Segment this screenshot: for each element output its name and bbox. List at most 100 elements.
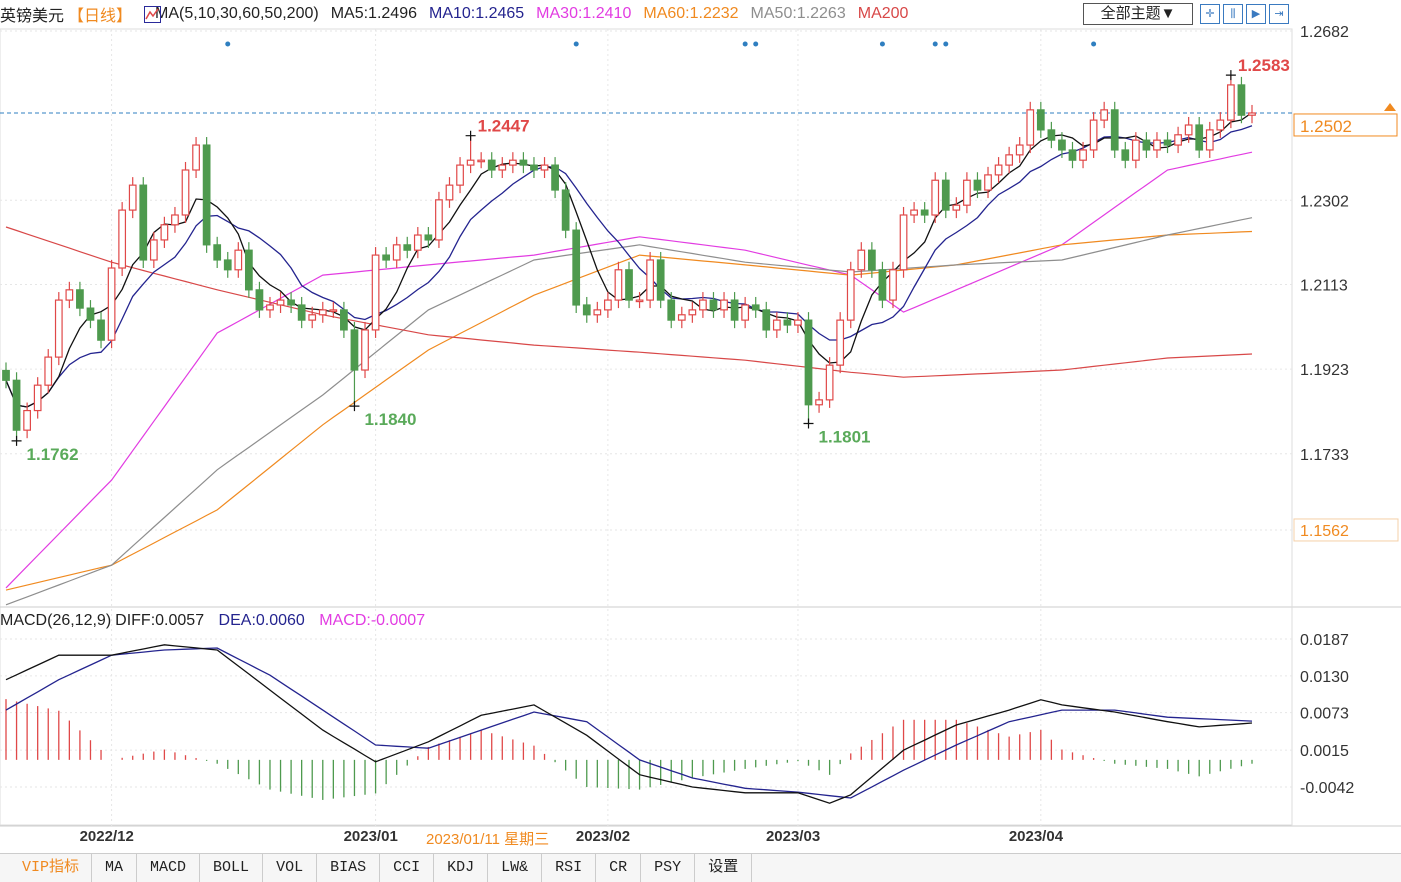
ma-indicator-icon[interactable] xyxy=(144,5,162,23)
candle-body xyxy=(804,319,813,406)
jump-end-icon[interactable]: ⇥ xyxy=(1269,4,1289,24)
candle xyxy=(255,281,264,318)
candle xyxy=(1005,146,1014,174)
tab-kdj[interactable]: KDJ xyxy=(434,854,489,882)
candle-body xyxy=(688,309,697,316)
candle xyxy=(1237,76,1246,124)
candle-body xyxy=(984,174,992,191)
tab-vip[interactable]: VIP指标 xyxy=(0,854,93,882)
candle-body xyxy=(266,304,274,311)
candle-body xyxy=(371,254,380,331)
instrument-name: 英镑美元 xyxy=(0,8,65,25)
period-label[interactable]: 【日线】 xyxy=(68,8,133,25)
candle xyxy=(171,206,179,233)
candle-body xyxy=(223,259,232,271)
candle-body xyxy=(973,179,982,191)
signal-dot xyxy=(943,41,949,47)
play-forward-icon[interactable]: ▶ xyxy=(1246,4,1266,24)
candle-body xyxy=(836,319,845,366)
candle-body xyxy=(435,199,443,241)
ma200-line xyxy=(5,226,1253,378)
diff-line xyxy=(5,644,1253,804)
candle xyxy=(530,157,538,179)
indicator-tabs: VIP指标 MA MACD BOLL VOL BIAS CCI KDJ LW& RSI CR PSY 设… xyxy=(0,853,1401,882)
candle-body xyxy=(867,249,876,271)
candle xyxy=(1089,112,1098,158)
candle xyxy=(973,172,982,199)
candle-body xyxy=(1184,124,1193,136)
candle-body xyxy=(1121,149,1130,161)
tab-psy[interactable]: PSY xyxy=(641,854,696,882)
extreme-marker xyxy=(349,401,360,412)
candle xyxy=(561,182,570,239)
candle-body xyxy=(899,214,908,271)
candle-body xyxy=(403,244,412,251)
candle xyxy=(994,157,1003,183)
candle-body xyxy=(572,229,581,306)
candle xyxy=(297,296,306,329)
candle-body xyxy=(720,299,728,311)
candle xyxy=(266,296,274,318)
candle-body xyxy=(1089,119,1098,151)
macd-tick-label: -0.0042 xyxy=(1300,780,1354,797)
candle-body xyxy=(97,319,105,341)
candle xyxy=(371,247,380,338)
candle-body xyxy=(2,369,10,381)
candle-body xyxy=(994,164,1003,176)
tab-rsi[interactable]: RSI xyxy=(542,854,597,882)
candle-body xyxy=(234,249,243,271)
candle-body xyxy=(1248,112,1256,116)
price-tick-label: 1.2302 xyxy=(1300,193,1349,210)
tab-cci[interactable]: CCI xyxy=(380,854,435,882)
candle-body xyxy=(783,319,792,326)
tab-boll[interactable]: BOLL xyxy=(200,854,264,882)
candle xyxy=(350,321,359,407)
candle-body xyxy=(413,234,422,251)
candle xyxy=(23,402,31,439)
candle xyxy=(1174,126,1182,154)
candle-body xyxy=(23,409,31,431)
candle-body xyxy=(1153,139,1161,151)
candle-body xyxy=(635,299,644,303)
candle-body xyxy=(593,309,602,316)
candle-body xyxy=(815,399,823,406)
candle xyxy=(857,242,866,278)
macd-tick-label: 0.0015 xyxy=(1300,743,1349,760)
tab-settings[interactable]: 设置 xyxy=(695,854,753,882)
candle-body xyxy=(772,319,781,331)
candle xyxy=(730,292,739,329)
extreme-marker xyxy=(11,435,22,446)
theme-select[interactable]: 全部主题▼ xyxy=(1083,3,1193,25)
candle-body xyxy=(699,299,707,311)
bar-zoom-icon[interactable]: ⫼ xyxy=(1223,4,1243,24)
candle-body xyxy=(287,299,295,306)
candle-body xyxy=(202,144,211,246)
candle xyxy=(878,261,887,309)
candle-body xyxy=(561,189,570,231)
tab-bias[interactable]: BIAS xyxy=(317,854,381,882)
tab-cr[interactable]: CR xyxy=(596,854,642,882)
tab-macd[interactable]: MACD xyxy=(137,854,201,882)
candle xyxy=(931,172,940,224)
candle-body xyxy=(730,299,739,321)
x-axis-label: 2023/02 xyxy=(575,828,631,845)
candle xyxy=(772,312,781,338)
candle xyxy=(646,251,654,309)
tab-lw[interactable]: LW& xyxy=(488,854,543,882)
candle xyxy=(889,261,897,309)
candle-body xyxy=(920,209,929,216)
candle xyxy=(139,177,148,269)
signal-dot xyxy=(742,41,748,47)
tab-ma[interactable]: MA xyxy=(92,854,138,882)
candle xyxy=(899,206,908,278)
crosshair-icon[interactable]: ✛ xyxy=(1200,4,1220,24)
candle-body xyxy=(667,299,676,321)
candle-body xyxy=(498,164,507,171)
x-axis-label: 2022/12 xyxy=(79,828,134,845)
tab-vol[interactable]: VOL xyxy=(263,854,318,882)
candle-body xyxy=(1068,149,1077,161)
candle-body xyxy=(519,159,528,166)
candle xyxy=(456,157,464,194)
candle-body xyxy=(1216,119,1225,131)
